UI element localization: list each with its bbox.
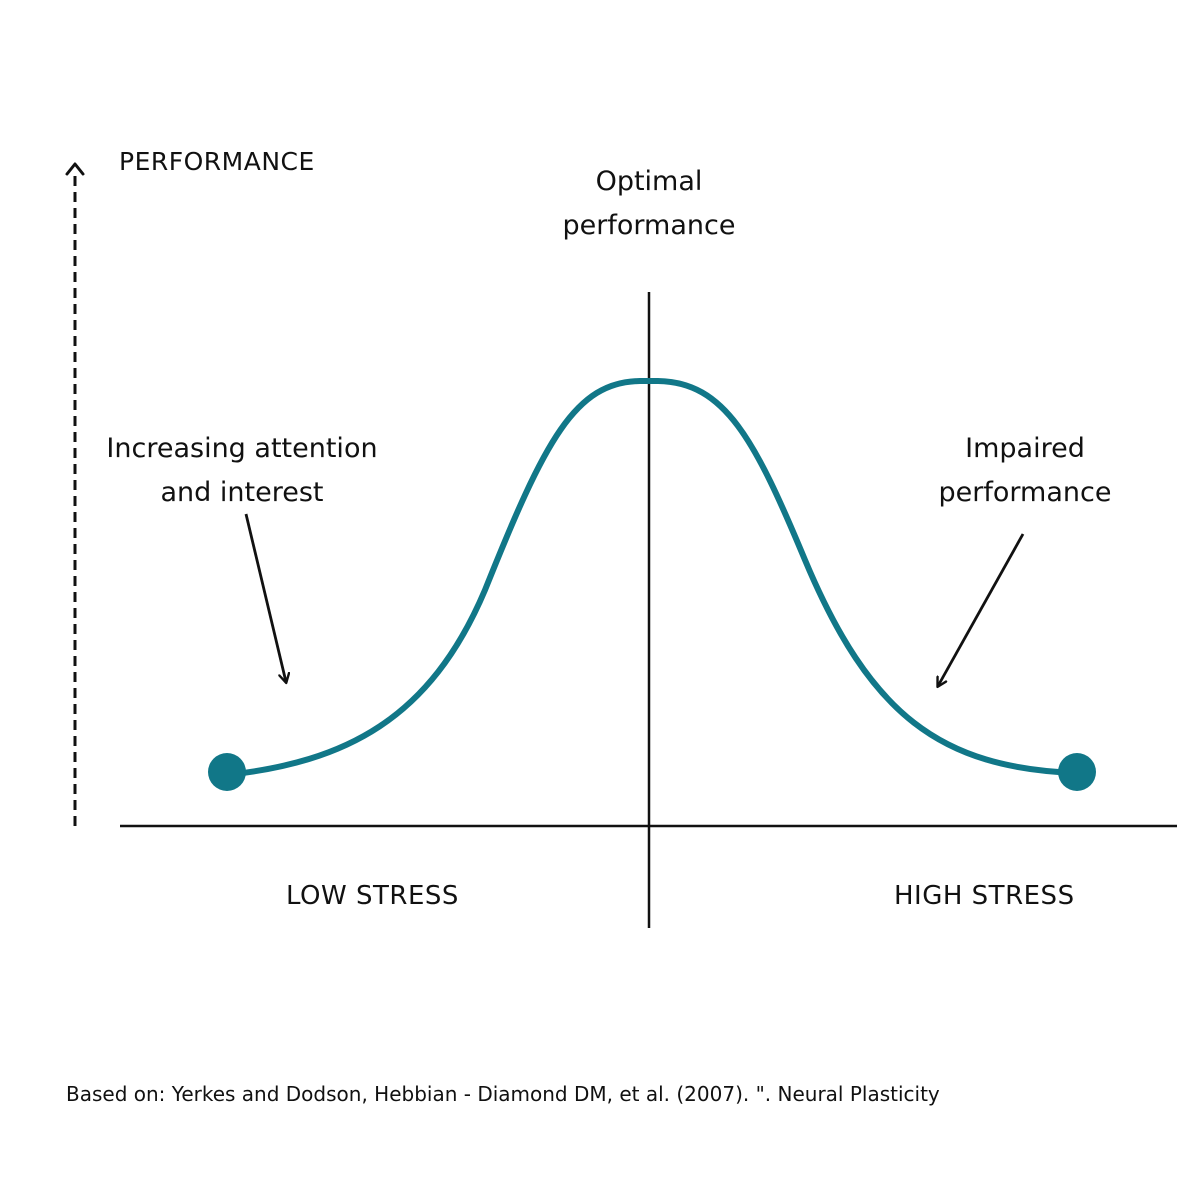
- increasing-attention-line-2: and interest: [160, 477, 324, 508]
- increasing-attention-label: Increasing attention and interest: [106, 427, 378, 515]
- impaired-performance-label: Impaired performance: [935, 427, 1115, 515]
- optimal-performance-line-2: performance: [562, 210, 736, 241]
- source-citation: Based on: Yerkes and Dodson, Hebbian - D…: [66, 1082, 940, 1106]
- increasing-attention-line-1: Increasing attention: [106, 433, 378, 464]
- performance-curve: [224, 378, 1080, 778]
- low-stress-label: LOW STRESS: [286, 881, 459, 911]
- curve-start-point: [208, 753, 246, 791]
- impaired-performance-line-1: Impaired: [965, 433, 1085, 464]
- y-axis-arrowhead: [65, 162, 85, 176]
- high-stress-label: HIGH STRESS: [894, 881, 1075, 911]
- impaired-performance-line-2: performance: [938, 477, 1112, 508]
- optimal-performance-line-1: Optimal: [595, 166, 703, 197]
- curve-end-point: [1058, 753, 1096, 791]
- y-axis-label: PERFORMANCE: [119, 147, 315, 176]
- optimal-performance-label: Optimal performance: [548, 160, 750, 248]
- increasing-attention-arrow: [244, 513, 286, 682]
- impaired-performance-arrow: [938, 533, 1025, 686]
